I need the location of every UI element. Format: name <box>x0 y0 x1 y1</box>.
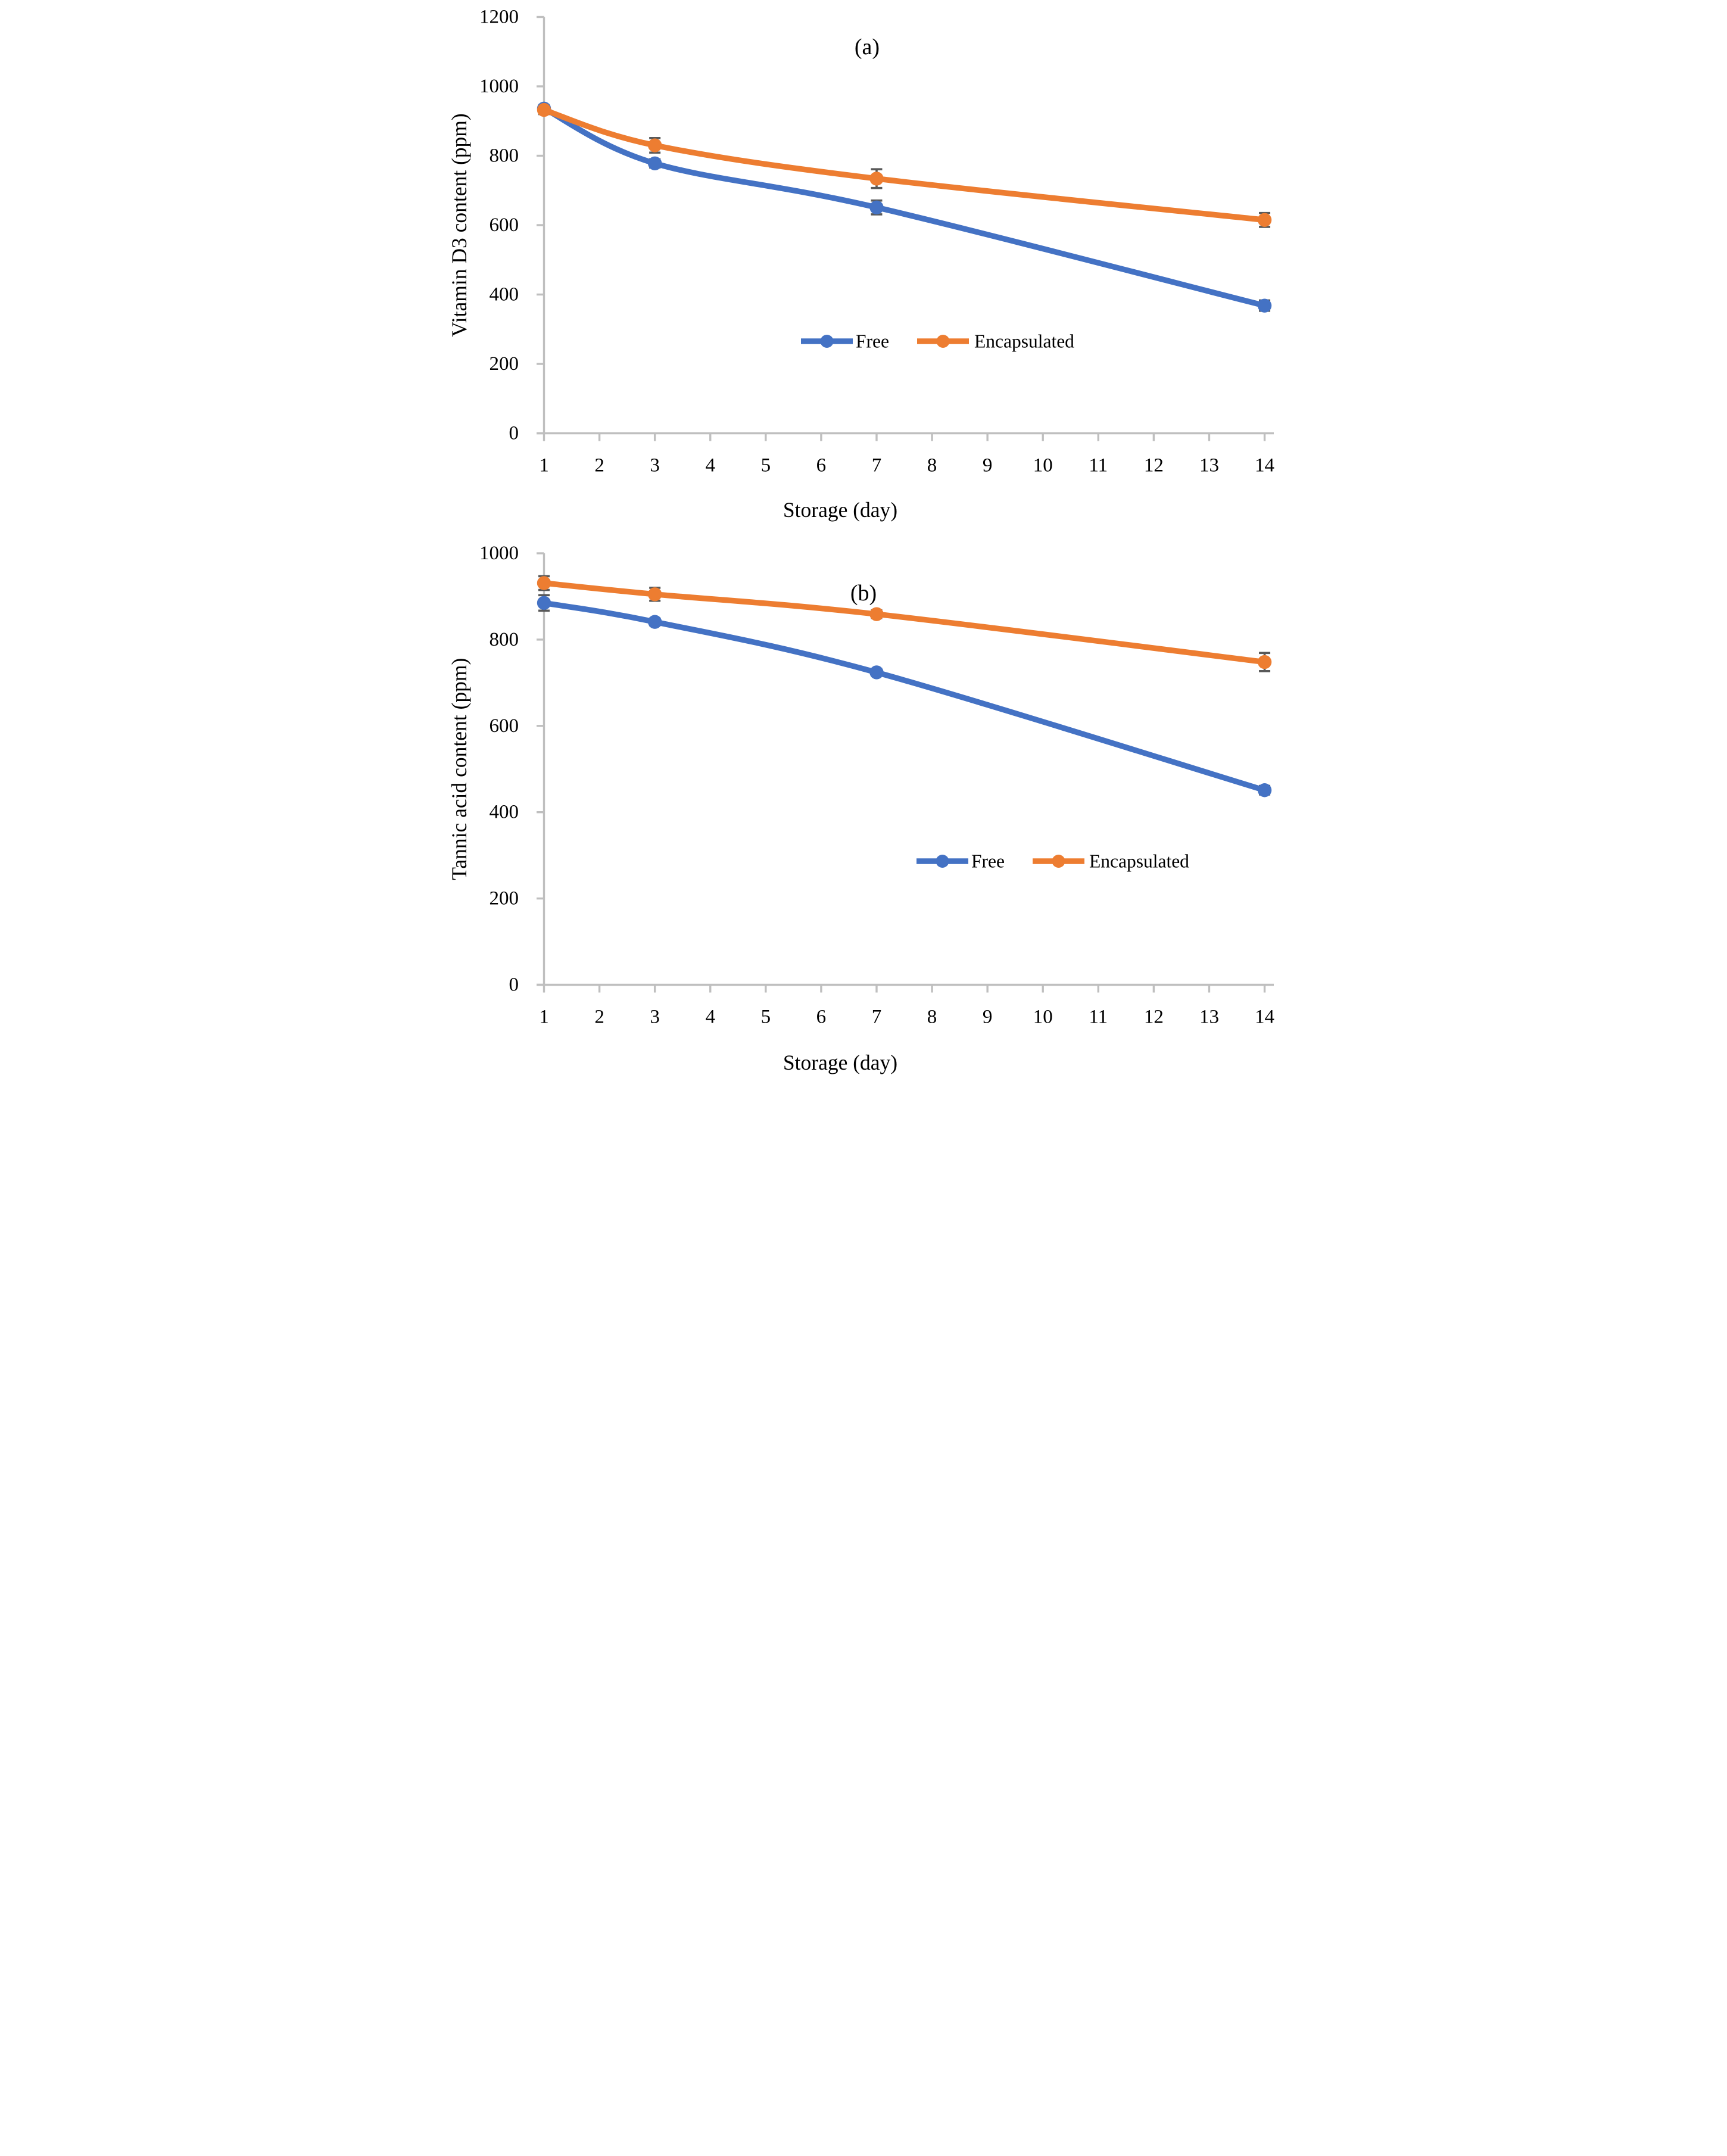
data-point-free-day14 <box>1257 783 1272 797</box>
data-point-encapsulated-day3 <box>647 138 662 152</box>
x-tick-label: 6 <box>816 1007 827 1028</box>
x-tick-label: 8 <box>927 1007 937 1028</box>
x-tick-label: 1 <box>539 1007 549 1028</box>
series-line-free <box>541 600 1268 793</box>
data-point-free-day1 <box>537 596 551 610</box>
series-line-free <box>541 105 1268 309</box>
y-tick-label: 400 <box>490 284 519 306</box>
x-tick-label: 13 <box>1199 1007 1219 1028</box>
y-tick-label: 400 <box>490 802 519 823</box>
y-tick-label: 800 <box>490 145 519 167</box>
x-axis-title: Storage (day) <box>783 1051 897 1074</box>
y-tick-label: 1200 <box>479 7 519 28</box>
x-tick-label: 10 <box>1033 1007 1053 1028</box>
x-tick-label: 11 <box>1089 1007 1108 1028</box>
figure: 0 200 400 600 800 1000 1200 1 2 3 4 5 6 7 8 9 10 11 12 13 14… <box>432 0 1295 1078</box>
x-tick-label: 14 <box>1255 1007 1274 1028</box>
x-tick-label: 8 <box>927 455 937 476</box>
y-tick-label: 0 <box>509 423 519 444</box>
y-tick-label: 1000 <box>479 543 519 564</box>
x-tick-label: 9 <box>983 1007 993 1028</box>
data-point-free-day3 <box>647 615 662 629</box>
panel-title: (b) <box>850 581 877 606</box>
data-point-free-day14 <box>1257 298 1272 313</box>
x-axis-title: Storage (day) <box>783 498 897 522</box>
data-point-free-day3 <box>647 156 662 171</box>
panel-title: (a) <box>855 35 880 60</box>
legend-marker-encapsulated <box>1052 855 1065 868</box>
x-tick-label: 2 <box>594 455 604 476</box>
series-line-encapsulated <box>541 580 1268 665</box>
x-tick-label: 5 <box>761 1007 771 1028</box>
x-tick-label: 11 <box>1089 455 1108 476</box>
x-tick-label: 3 <box>650 1007 660 1028</box>
y-tick-label: 800 <box>490 629 519 650</box>
data-point-free-day7 <box>869 200 884 214</box>
data-point-encapsulated-day14 <box>1257 213 1272 227</box>
data-point-encapsulated-day3 <box>647 587 662 602</box>
y-tick-label: 600 <box>490 715 519 737</box>
y-axis-title: Tannic acid content (ppm) <box>447 658 471 880</box>
y-tick-label: 0 <box>509 974 519 996</box>
legend-marker-free <box>936 855 949 868</box>
y-tick-label: 1000 <box>479 76 519 97</box>
x-tick-label: 10 <box>1033 455 1053 476</box>
x-tick-label: 7 <box>872 1007 882 1028</box>
y-axis-title: Vitamin D3 content (ppm) <box>447 113 471 337</box>
x-tick-label: 4 <box>705 455 715 476</box>
legend-label-encapsulated: Encapsulated <box>1089 851 1189 872</box>
data-point-encapsulated-day7 <box>869 172 884 186</box>
legend-label-free: Free <box>856 331 889 352</box>
data-point-encapsulated-day1 <box>537 576 551 590</box>
legend-label-free: Free <box>971 851 1005 872</box>
x-tick-label: 9 <box>983 455 993 476</box>
y-tick-label: 200 <box>490 353 519 375</box>
data-point-free-day7 <box>869 665 884 680</box>
x-tick-label: 13 <box>1199 455 1219 476</box>
series-line-encapsulated <box>541 107 1268 223</box>
x-tick-label: 7 <box>872 455 882 476</box>
x-tick-label: 14 <box>1255 455 1274 476</box>
data-point-encapsulated-day1 <box>537 102 551 117</box>
x-tick-label: 6 <box>816 455 827 476</box>
x-tick-label: 3 <box>650 455 660 476</box>
y-tick-label: 200 <box>490 888 519 909</box>
x-tick-label: 1 <box>539 455 549 476</box>
y-tick-label: 600 <box>490 214 519 236</box>
data-point-encapsulated-day7 <box>869 607 884 621</box>
x-tick-label: 12 <box>1144 455 1164 476</box>
x-tick-label: 5 <box>761 455 771 476</box>
legend-marker-encapsulated <box>936 335 950 348</box>
x-tick-label: 12 <box>1144 1007 1164 1028</box>
x-tick-label: 4 <box>705 1007 715 1028</box>
x-tick-label: 2 <box>594 1007 604 1028</box>
legend-marker-free <box>820 335 834 348</box>
legend-label-encapsulated: Encapsulated <box>974 331 1074 352</box>
data-point-encapsulated-day14 <box>1257 655 1272 669</box>
